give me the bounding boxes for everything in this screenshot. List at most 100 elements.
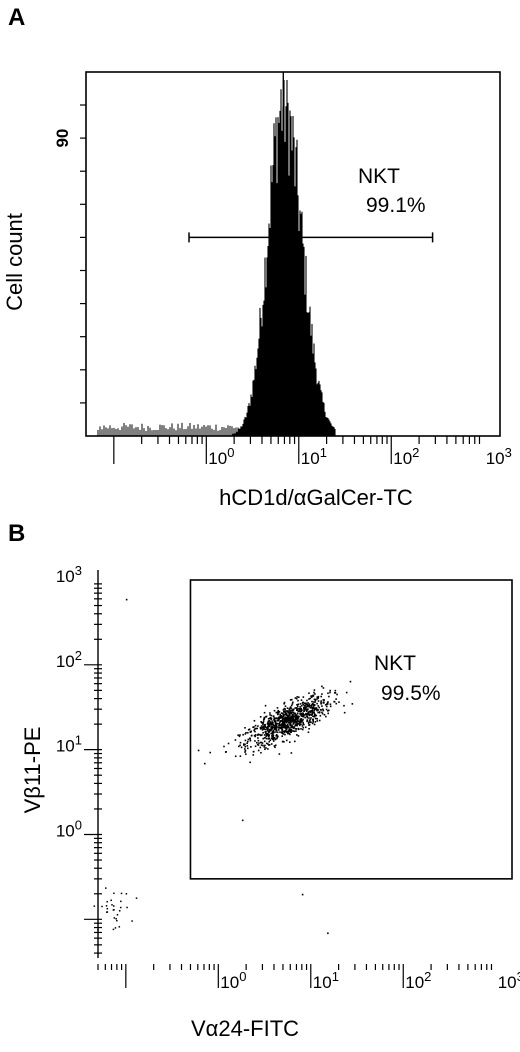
scatter-point (239, 755, 242, 757)
scatter-point (298, 709, 301, 712)
scatter-point (301, 715, 304, 718)
scatter-point (296, 703, 298, 706)
scatter-point (320, 695, 323, 698)
scatter-point (267, 720, 270, 722)
scatter-point (294, 697, 297, 699)
scatter-point (285, 712, 287, 715)
scatter-point (263, 737, 266, 739)
scatter-point (294, 719, 297, 721)
scatter-point (283, 730, 286, 733)
scatter-point (285, 710, 288, 712)
scatter-point (250, 730, 253, 733)
scatter-point (120, 900, 122, 903)
scatter-point (297, 735, 300, 737)
scatter-point (308, 698, 310, 700)
scatter-point (284, 710, 287, 712)
scatter-point (239, 734, 241, 736)
scatter-point (300, 708, 302, 711)
scatter-point (304, 705, 306, 707)
scatter-point (295, 728, 297, 730)
scatter-point (285, 718, 287, 721)
scatter-point (300, 720, 303, 723)
scatter-point (273, 717, 276, 719)
scatter-point (299, 724, 301, 727)
scatter-point (260, 725, 263, 727)
scatter-point (126, 906, 128, 909)
scatter-point (326, 703, 328, 705)
scatter-point (247, 738, 250, 741)
scatter-point (307, 702, 309, 704)
scatter-point (264, 736, 266, 739)
scatter-point (292, 708, 295, 711)
scatter-point (267, 724, 270, 726)
scatter-point (267, 728, 270, 730)
scatter-point (93, 905, 96, 907)
scatter-point (299, 703, 302, 705)
scatter-point (289, 721, 292, 724)
scatter-point (262, 726, 265, 729)
scatter-point (292, 708, 294, 711)
scatter-point (116, 919, 118, 922)
scatter-point (113, 917, 116, 919)
scatter-point (277, 717, 280, 719)
scatter-point (288, 711, 291, 714)
scatter-point (249, 731, 252, 733)
scatter-point (287, 715, 289, 718)
scatter-point (106, 907, 109, 910)
scatter-point (288, 729, 291, 732)
scatter-point (296, 715, 299, 718)
scatter-point (250, 734, 253, 737)
scatter-point (112, 909, 115, 911)
scatter-point (254, 745, 257, 748)
scatter-point (307, 722, 310, 724)
scatter-point (270, 717, 273, 720)
scatter-point (197, 749, 200, 752)
scatter-point (343, 711, 346, 714)
scatter-point (313, 711, 315, 714)
gate-box: NKT 99.5% (189, 579, 513, 880)
scatter-point (272, 735, 274, 737)
scatter-point (296, 715, 299, 718)
scatter-point (313, 691, 315, 694)
scatter-point (302, 696, 305, 698)
scatter-point (314, 708, 316, 711)
scatter-point (282, 719, 284, 721)
scatter-point (290, 709, 293, 712)
scatter-point (285, 731, 288, 734)
scatter-point (280, 724, 283, 726)
scatter-point (260, 741, 263, 744)
x-tick-label: 101 (313, 969, 339, 992)
scatter-point (299, 720, 301, 723)
scatter-point (282, 733, 285, 735)
scatter-point (321, 711, 323, 714)
scatter-point (302, 714, 305, 717)
scatter-point (223, 745, 225, 748)
scatter-point (289, 733, 291, 736)
scatter-point (297, 707, 299, 710)
scatter-point (310, 710, 313, 713)
scatter-point (273, 709, 276, 712)
scatter-point (263, 727, 265, 730)
scatter-point (309, 711, 312, 714)
scatter-point (270, 743, 273, 745)
scatter-point (289, 741, 291, 743)
scatter-point (302, 713, 305, 716)
scatter-point (270, 724, 273, 726)
scatter-point (269, 717, 272, 719)
scatter-point (266, 723, 269, 725)
scatter-point (114, 927, 117, 929)
scatter-point (276, 736, 279, 738)
scatter-point (249, 738, 252, 740)
gate-marker: NKT 99.1% (188, 165, 434, 243)
scatter-point (308, 717, 310, 719)
scatter-point (291, 719, 294, 722)
scatter-point (262, 737, 264, 740)
scatter-point (284, 708, 286, 710)
scatter-point (290, 719, 292, 722)
scatter-point (289, 699, 292, 701)
scatter-point (289, 720, 292, 723)
scatter-point (276, 719, 279, 722)
scatter-point (281, 716, 284, 719)
scatter-point (288, 732, 290, 735)
scatter-point (254, 735, 257, 738)
